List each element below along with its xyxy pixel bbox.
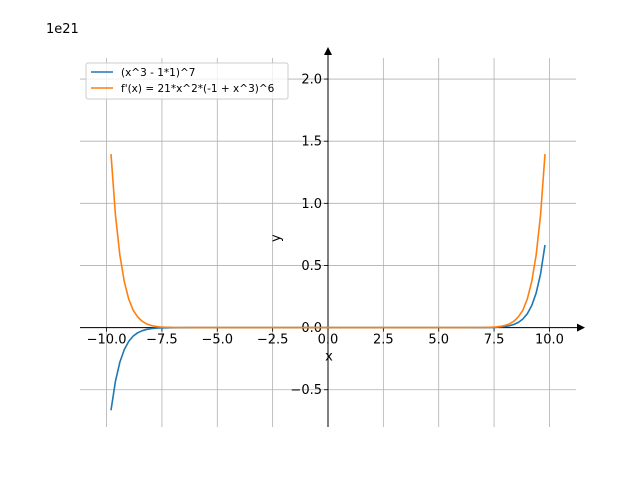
x-tick-label: −7.5 [146, 333, 178, 348]
legend-label-2: f'(x) = 21*x^2*(-1 + x^3)^6 [121, 83, 275, 95]
y-axis-arrow-icon [324, 47, 332, 55]
x-tick-label: 2.5 [373, 333, 394, 348]
y-tick-label: 0.0 [301, 321, 322, 336]
series-line-2 [110, 154, 546, 329]
ticks: −10.0 −7.5 −5.0 −2.5 0.0 2.5 5.0 7.5 10.0 −0.5 0.0… [87, 73, 564, 399]
axes [80, 47, 585, 427]
y-tick-label: 1.0 [301, 197, 322, 212]
x-tick-label: −5.0 [201, 333, 233, 348]
x-tick-label: 10.0 [535, 333, 564, 348]
x-axis-arrow-icon [577, 323, 585, 332]
y-tick-label: 2.0 [301, 73, 322, 88]
y-tick-label: 0.5 [301, 259, 322, 274]
x-tick-label: 5.0 [428, 333, 449, 348]
x-tick-label: 0.0 [318, 333, 339, 348]
legend-box [85, 62, 289, 100]
legend-label-1: (x^3 - 1*1)^7 [121, 67, 195, 79]
x-tick-label: 7.5 [484, 333, 505, 348]
legend: (x^3 - 1*1)^7 f'(x) = 21*x^2*(-1 + x^3)^6 [85, 62, 289, 100]
x-tick-label: −2.5 [257, 333, 289, 348]
y-offset-label: 1e21 [46, 22, 79, 37]
y-tick-label: −0.5 [290, 383, 322, 398]
series [110, 154, 546, 411]
y-tick-label: 1.5 [301, 135, 322, 150]
y-axis-label: y [269, 234, 284, 242]
x-axis-label: x [325, 350, 333, 365]
x-tick-label: −10.0 [87, 333, 127, 348]
